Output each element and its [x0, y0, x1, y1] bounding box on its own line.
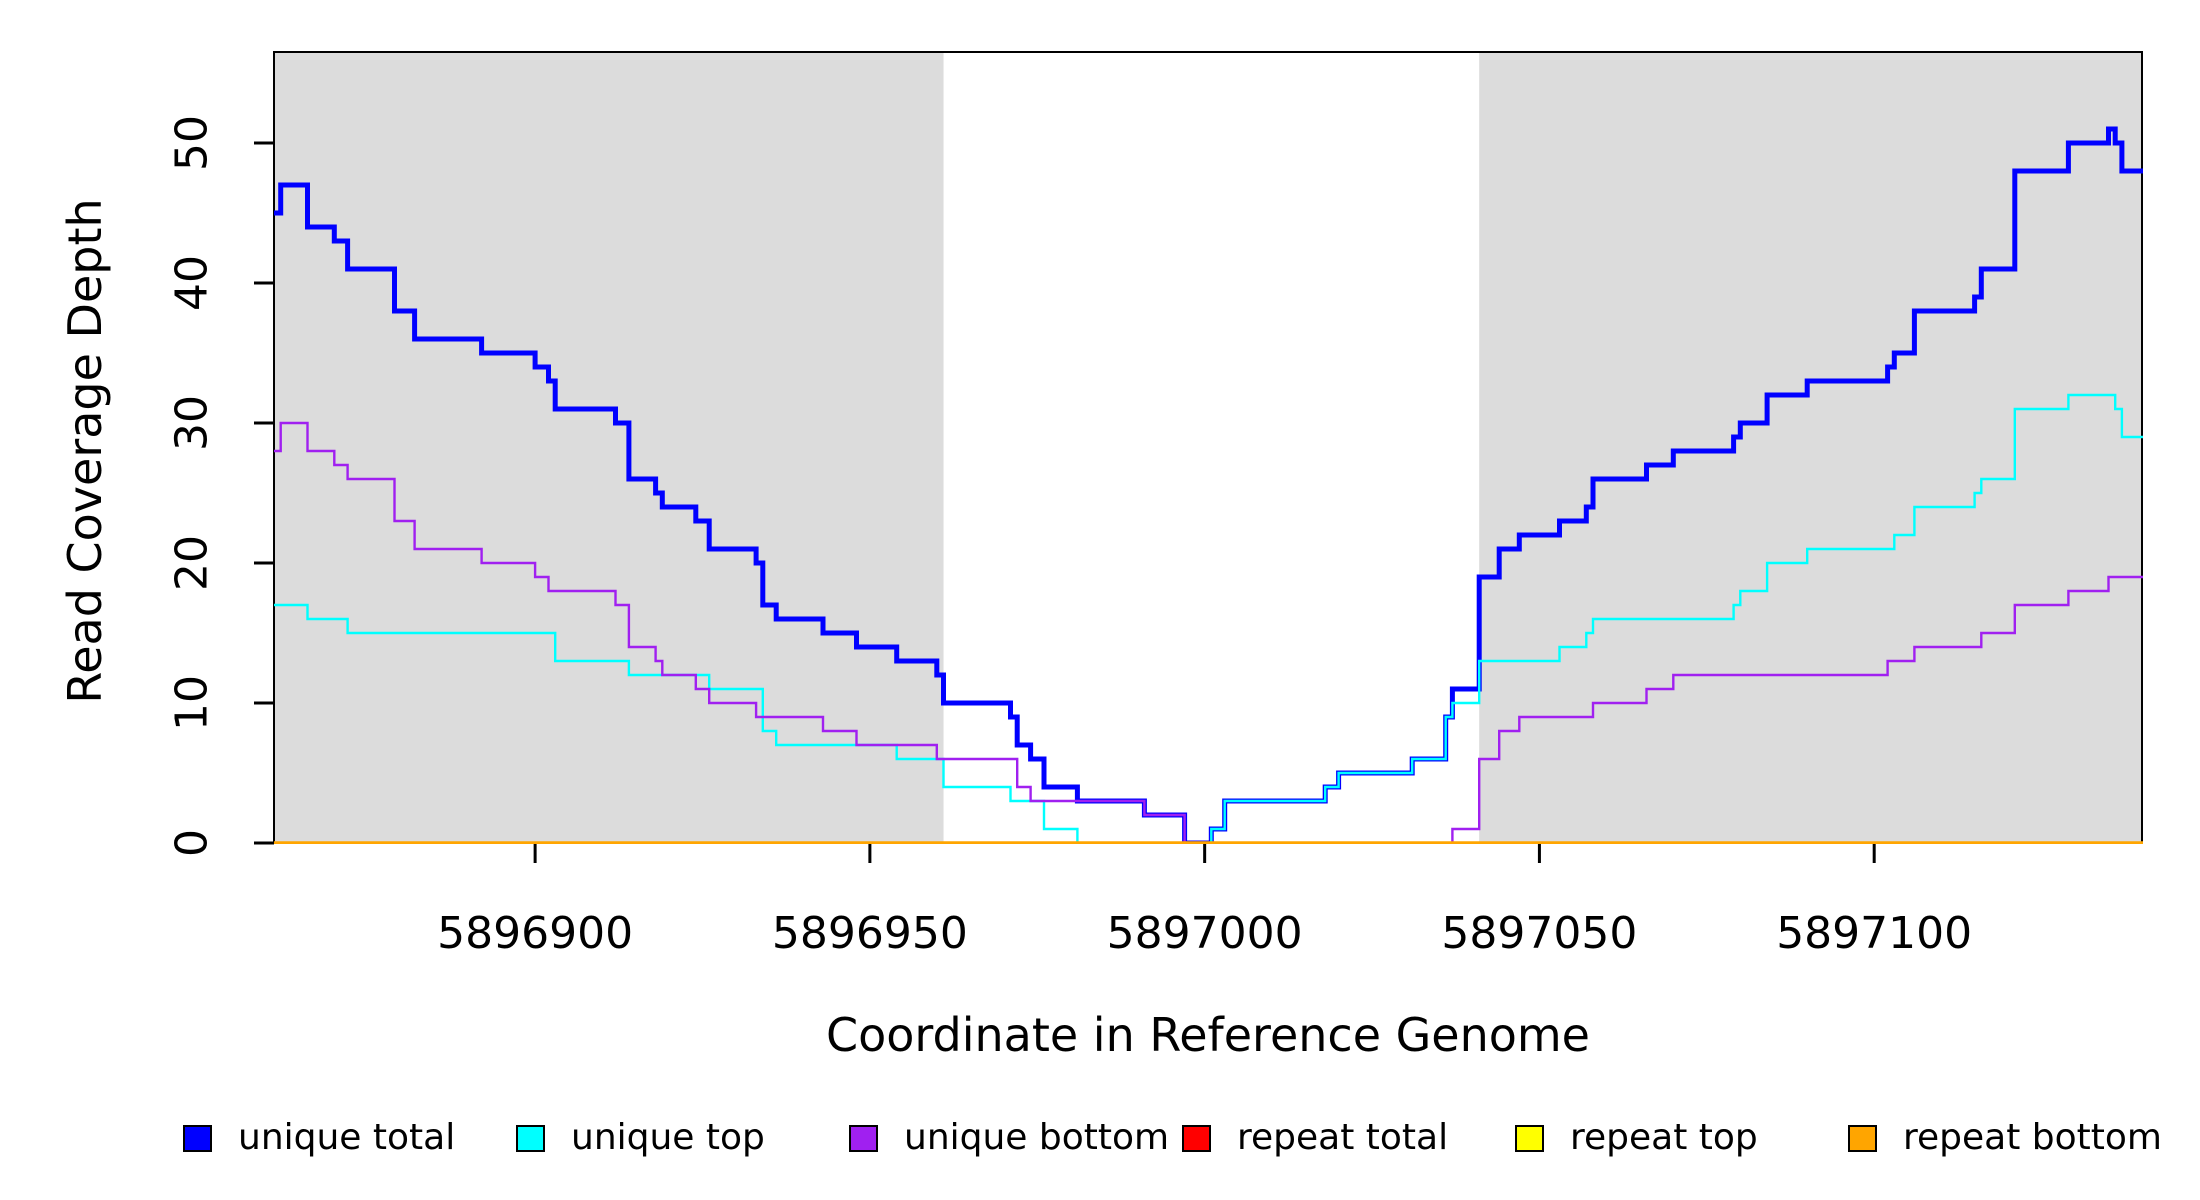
legend-swatch-unique-bottom [849, 1124, 878, 1152]
legend-item-unique-top: unique top [516, 1118, 765, 1158]
x-tick-label: 5896950 [772, 908, 968, 959]
shaded-region [274, 52, 944, 843]
legend-label-unique-top: unique top [571, 1117, 765, 1158]
legend-label-repeat-total: repeat total [1237, 1117, 1449, 1158]
legend-swatch-unique-top [516, 1124, 545, 1152]
y-axis-title: Read Coverage Depth [58, 198, 112, 704]
legend-item-repeat-total: repeat total [1182, 1118, 1448, 1158]
y-tick-label: 10 [167, 675, 218, 731]
legend-item-unique-total: unique total [183, 1118, 455, 1158]
y-tick-label: 0 [167, 829, 218, 857]
x-tick-label: 5897050 [1441, 908, 1637, 959]
series-unique-top [274, 393, 2143, 844]
legend-label-unique-bottom: unique bottom [904, 1117, 1170, 1158]
legend-label-repeat-bottom: repeat bottom [1903, 1117, 2162, 1158]
legend-label-repeat-top: repeat top [1570, 1117, 1758, 1158]
y-tick-label: 40 [167, 255, 218, 311]
x-axis-title: Coordinate in Reference Genome [826, 1008, 1590, 1062]
legend-swatch-repeat-bottom [1848, 1124, 1877, 1152]
legend-swatch-repeat-total [1182, 1124, 1211, 1152]
x-tick-label: 5897100 [1776, 908, 1972, 959]
y-tick-label: 50 [167, 115, 218, 171]
legend-swatch-unique-total [183, 1124, 212, 1152]
x-tick-label: 5897000 [1107, 908, 1303, 959]
legend: unique total unique top unique bottom re… [0, 1118, 2200, 1178]
x-tick-label: 5896900 [437, 908, 633, 959]
legend-label-unique-total: unique total [238, 1117, 456, 1158]
y-tick-label: 20 [167, 535, 218, 591]
series-unique-bottom [274, 421, 2143, 844]
shaded-region [1479, 52, 2142, 843]
legend-item-unique-bottom: unique bottom [849, 1118, 1169, 1158]
y-tick-label: 30 [167, 395, 218, 451]
legend-item-repeat-bottom: repeat bottom [1848, 1118, 2162, 1158]
legend-item-repeat-top: repeat top [1515, 1118, 1758, 1158]
legend-swatch-repeat-top [1515, 1124, 1544, 1152]
